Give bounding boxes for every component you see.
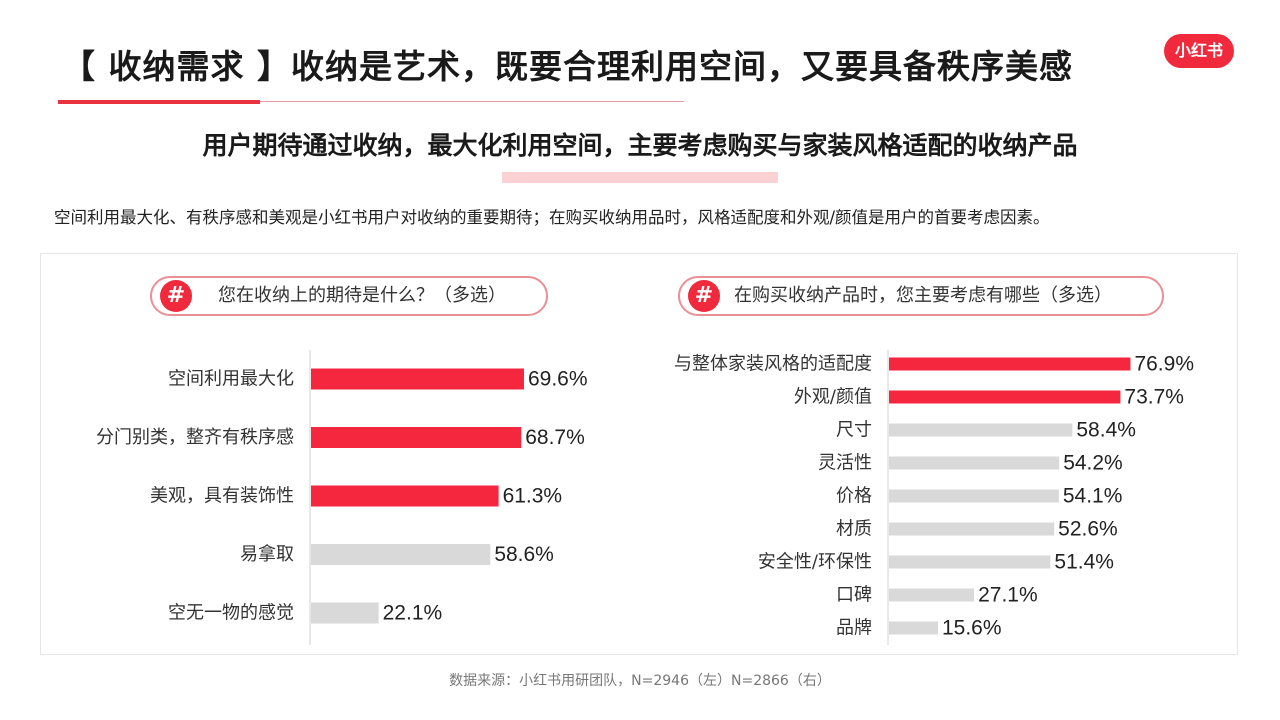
hash-icon: # — [160, 280, 192, 312]
category-label: 外观/颜值 — [794, 387, 872, 408]
category-label: 材质 — [836, 519, 872, 540]
bar — [889, 456, 1060, 470]
right-chart-title: 在购买收纳产品时，您主要考虑有哪些（多选） — [734, 285, 1112, 306]
page-title: 【 收纳需求 】收纳是艺术，既要合理利用空间，又要具备秩序美感 — [62, 47, 1073, 86]
bar — [889, 357, 1131, 371]
bar — [889, 390, 1121, 404]
category-label: 价格 — [836, 486, 872, 507]
value-label: 54.2% — [1063, 452, 1123, 475]
value-label: 58.4% — [1076, 419, 1136, 442]
value-label: 22.1% — [383, 602, 443, 625]
value-label: 69.6% — [528, 368, 588, 391]
right-bar-chart: 与整体家装风格的适配度 76.9% 外观/颜值 73.7% 尺寸 58.4% 灵活性 54.2… — [674, 350, 1194, 645]
right-question-pill: # 在购买收纳产品时，您主要考虑有哪些（多选） — [678, 276, 1164, 316]
category-label: 灵活性 — [818, 453, 872, 474]
page-subtitle: 用户期待通过收纳，最大化利用空间，主要考虑购买与家装风格适配的收纳产品 — [202, 131, 1078, 160]
left-question-pill: # 您在收纳上的期待是什么？（多选） — [150, 276, 548, 316]
bar — [889, 555, 1051, 569]
category-label: 空间利用最大化 — [168, 369, 294, 390]
bar — [311, 602, 379, 624]
value-label: 68.7% — [525, 426, 585, 449]
bar — [889, 621, 938, 635]
title-underline — [58, 101, 684, 102]
bar — [889, 588, 975, 602]
left-chart-title: 您在收纳上的期待是什么？（多选） — [218, 285, 506, 306]
category-label: 品牌 — [836, 618, 872, 639]
bar — [311, 485, 499, 507]
brand-logo: 小红书 — [1164, 34, 1234, 68]
category-label: 安全性/环保性 — [758, 552, 872, 573]
value-label: 27.1% — [978, 584, 1038, 607]
charts-panel — [40, 253, 1238, 655]
value-label: 52.6% — [1058, 518, 1118, 541]
subtitle-highlight-bar — [502, 172, 778, 183]
category-label: 空无一物的感觉 — [168, 603, 294, 624]
bar — [889, 489, 1059, 503]
data-source-note: 数据来源：小红书用研团队，N=2946（左）N=2866（右） — [449, 673, 831, 689]
category-label: 易拿取 — [240, 543, 294, 565]
value-label: 54.1% — [1063, 485, 1123, 508]
bar — [311, 368, 524, 390]
category-label: 口碑 — [836, 585, 872, 606]
value-label: 15.6% — [942, 617, 1002, 640]
value-label: 73.7% — [1124, 386, 1184, 409]
left-bar-chart: 空间利用最大化 69.6% 分门别类，整齐有秩序感 68.7% 美观，具有装饰性 61.3… — [96, 350, 588, 645]
hash-icon: # — [688, 280, 720, 312]
value-label: 51.4% — [1054, 551, 1114, 574]
bar — [889, 423, 1073, 437]
bar — [889, 522, 1055, 536]
title-underline-accent — [58, 100, 260, 104]
category-label: 分门别类，整齐有秩序感 — [96, 427, 294, 448]
value-label: 76.9% — [1134, 353, 1194, 376]
bar — [311, 427, 522, 448]
bar — [311, 544, 491, 565]
category-label: 美观，具有装饰性 — [150, 486, 294, 507]
value-label: 58.6% — [494, 543, 554, 566]
category-label: 尺寸 — [836, 420, 872, 441]
value-label: 61.3% — [503, 485, 563, 508]
category-label: 与整体家装风格的适配度 — [674, 354, 872, 375]
summary-text: 空间利用最大化、有秩序感和美观是小红书用户对收纳的重要期待；在购买收纳用品时，风… — [54, 208, 1050, 227]
